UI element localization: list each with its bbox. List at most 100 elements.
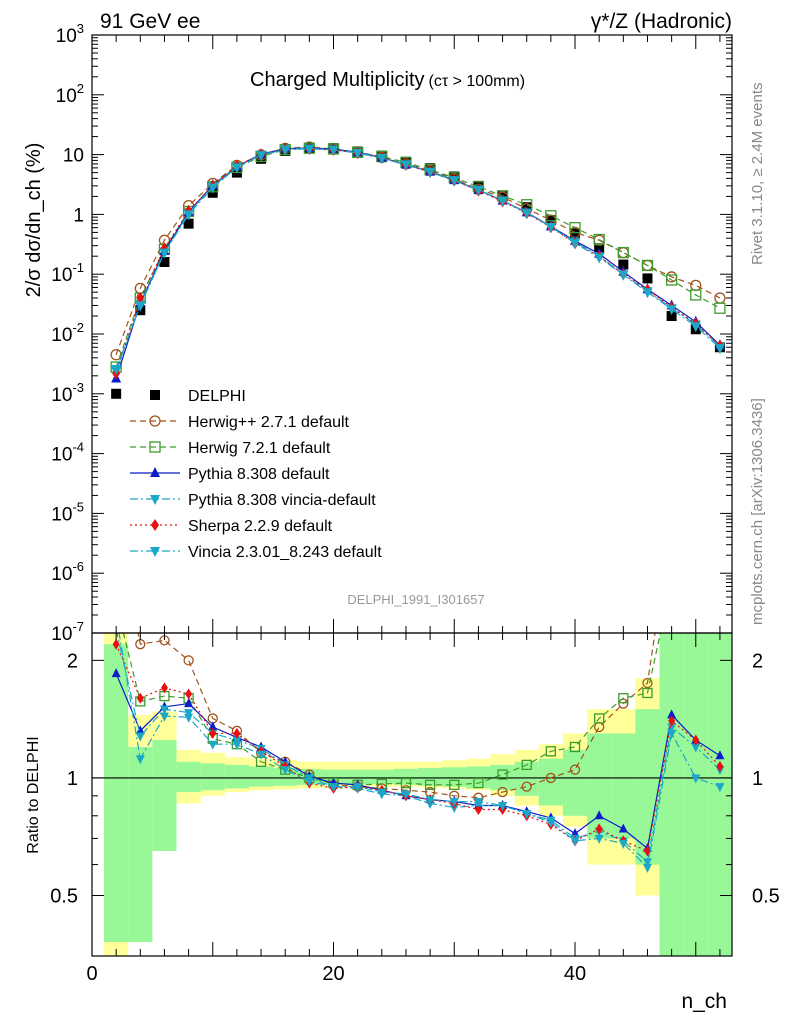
x-tick-label: 20	[322, 963, 344, 985]
ratio-point-5	[184, 713, 194, 723]
main-y-tick-label: 10-5	[51, 499, 84, 525]
ratio-series-line-0	[137, 633, 656, 799]
ratio-point-4	[474, 804, 482, 816]
main-point-6	[352, 148, 363, 159]
ratio-point-0	[642, 677, 653, 689]
ratio-point-3	[159, 705, 169, 715]
ratio-point-1	[449, 779, 460, 791]
ratio-series-line-5	[118, 633, 721, 869]
main-point-6	[231, 163, 242, 174]
main-point-0	[183, 218, 194, 229]
ratio-point-4	[668, 715, 676, 727]
legend-marker-2	[149, 441, 161, 453]
legend-marker-0	[150, 390, 160, 400]
legend-marker-1	[149, 415, 161, 427]
main-point-6	[256, 151, 267, 162]
main-point-2	[617, 246, 629, 259]
ratio-band-green	[659, 633, 684, 956]
main-point-6	[449, 176, 460, 187]
ratio-band-green	[514, 761, 539, 796]
ratio-point-5	[618, 839, 628, 849]
main-y-axis-label: 2/σ dσ/dn_ch (%)	[23, 143, 45, 298]
ratio-point-5	[498, 801, 508, 811]
ratio-point-4	[692, 734, 700, 746]
ratio-point-1	[112, 599, 121, 608]
ratio-point-5	[570, 837, 580, 847]
ratio-band-green	[587, 733, 612, 839]
ratio-point-5	[208, 740, 218, 750]
ratio-band-green	[393, 768, 419, 785]
ratio-band-green	[248, 766, 274, 787]
ratio-point-2	[618, 823, 628, 833]
main-series-line-5	[115, 148, 721, 374]
main-point-6	[400, 160, 411, 171]
ratio-point-1	[618, 693, 629, 704]
main-y-tick-label: 10-4	[51, 440, 84, 466]
ratio-point-0	[618, 698, 629, 709]
legend-label: Pythia 8.308 default	[188, 466, 330, 483]
ratio-band-green	[707, 633, 732, 956]
ratio-band-green	[442, 767, 467, 787]
ratio-series-line-2	[115, 673, 721, 850]
ratio-point-5	[135, 755, 145, 765]
ratio-point-0	[569, 764, 581, 775]
ratio-uncertainty-bands	[104, 633, 732, 956]
ratio-panel-marks	[92, 518, 732, 873]
chart-title-suffix: (cτ > 100mm)	[429, 73, 526, 90]
main-point-0	[666, 310, 677, 321]
ratio-point-3	[184, 709, 194, 719]
ratio-point-4	[185, 688, 193, 700]
ratio-y-tick-label-left: 2	[67, 650, 78, 672]
ratio-point-1	[569, 741, 581, 753]
ratio-point-3	[642, 858, 652, 868]
ratio-point-4	[160, 682, 168, 694]
ratio-point-0	[715, 518, 724, 527]
legend-marker-4	[150, 495, 160, 505]
x-axis-label: n_ch	[681, 990, 727, 1013]
main-point-2	[690, 289, 702, 301]
ratio-point-4	[716, 760, 724, 772]
main-point-6	[594, 253, 605, 264]
ratio-point-2	[135, 725, 145, 735]
ratio-point-5	[280, 766, 290, 776]
ratio-point-2	[667, 709, 677, 719]
main-y-tick-label: 102	[56, 81, 84, 107]
ratio-point-4	[136, 692, 144, 704]
ratio-point-5	[425, 796, 435, 806]
main-point-2	[593, 233, 605, 246]
main-y-tick-label: 10-3	[51, 380, 84, 406]
ratio-point-1	[473, 777, 484, 789]
main-point-2	[714, 302, 726, 314]
main-point-6	[304, 144, 315, 155]
ratio-point-5	[256, 750, 266, 760]
ratio-point-1	[691, 576, 700, 585]
main-point-6	[280, 145, 291, 156]
ratio-point-4	[209, 727, 217, 739]
main-point-0	[570, 228, 581, 239]
ratio-band-green	[321, 769, 346, 784]
legend-marker-5	[151, 519, 159, 531]
ratio-point-2	[715, 750, 725, 760]
legend-label: Herwig 7.2.1 default	[188, 440, 331, 457]
main-point-6	[135, 301, 146, 312]
main-series-line-3	[115, 147, 721, 379]
ratio-point-5	[691, 774, 701, 784]
main-point-6	[618, 270, 629, 281]
main-point-6	[690, 322, 701, 333]
ratio-y-tick-label-right: 1	[752, 768, 763, 790]
ratio-point-1	[497, 769, 508, 780]
legend: DELPHI Herwig++ 2.7.1 default Herwig 7.2.1…	[130, 388, 382, 561]
ratio-band-green	[128, 747, 153, 943]
ratio-series-line-4	[115, 643, 721, 852]
ratio-point-1	[545, 746, 557, 757]
ratio-band-green	[562, 749, 588, 816]
ratio-point-5	[377, 788, 387, 798]
ratio-point-5	[449, 798, 459, 808]
ratio-point-5	[715, 783, 725, 793]
main-point-2	[665, 274, 678, 286]
ratio-point-3	[135, 732, 145, 742]
ratio-point-2	[111, 668, 121, 678]
ratio-plot-frame	[91, 632, 733, 957]
